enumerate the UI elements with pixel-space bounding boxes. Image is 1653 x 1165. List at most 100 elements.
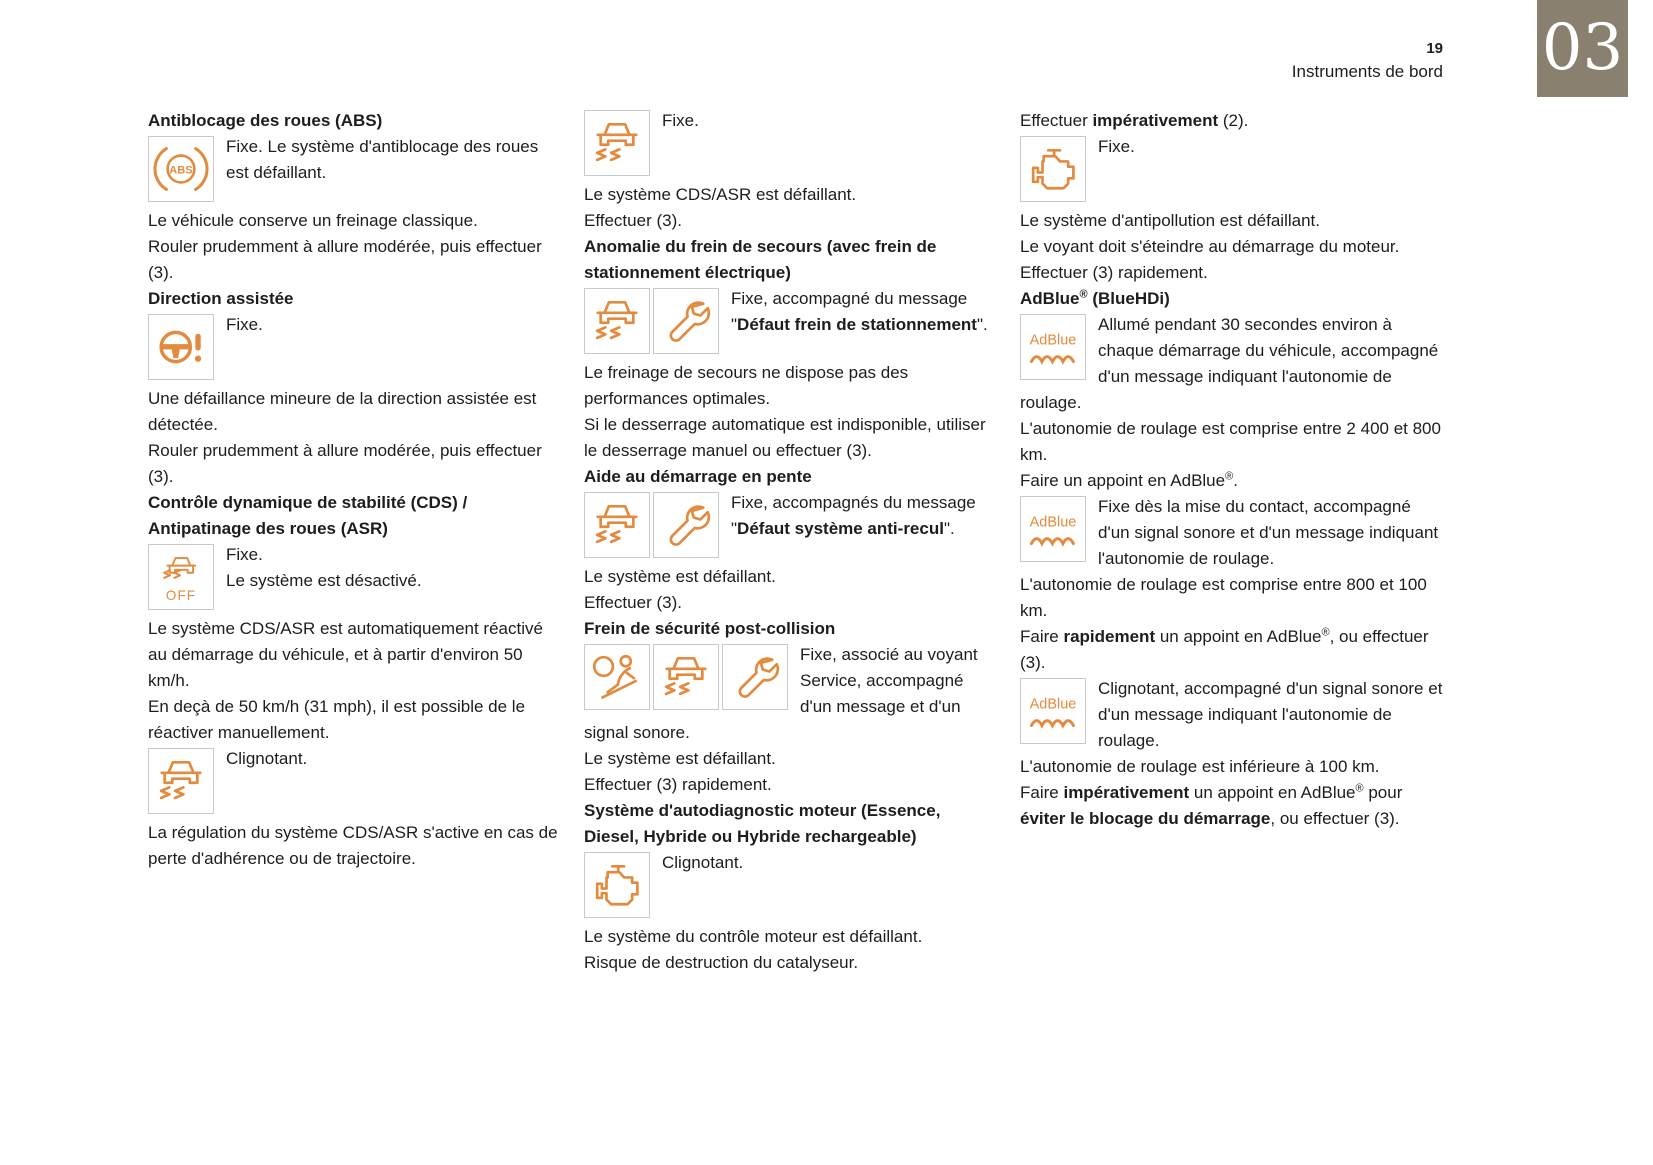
light-behavior-text: Clignotant, accompagné d'un signal sonor…	[1098, 679, 1443, 750]
post-collision-block: Fixe, associé au voyant Service, accompa…	[584, 642, 996, 746]
heading-parking-brake: Anomalie du frein de secours (avec frein…	[584, 237, 937, 282]
text-run: un appoint en AdBlue	[1189, 783, 1356, 802]
light-behavior-text: Fixe. Le système d'antiblocage des roues…	[226, 137, 539, 182]
page-number: 19	[1426, 40, 1443, 57]
cds-blink-block: Clignotant.	[148, 746, 560, 814]
adblue-critical-block: Clignotant, accompagné d'un signal sonor…	[1020, 676, 1444, 754]
text-run: Effectuer	[1020, 111, 1093, 130]
body-text: Le système est défaillant.	[584, 567, 776, 586]
body-text: Effectuer (3).	[584, 211, 682, 230]
adblue-low-block: Fixe dès la mise du contact, accompagné …	[1020, 494, 1444, 572]
stability-control-icon	[148, 748, 214, 814]
heading-hill-assist: Aide au démarrage en pente	[584, 467, 812, 486]
body-text: Le système CDS/ASR est défaillant.	[584, 185, 857, 204]
text-run: Fixe, accompagnés du message "	[731, 493, 976, 538]
body-text: Le système du contrôle moteur est défail…	[584, 927, 923, 946]
body-text: Si le desserrage automatique est indispo…	[584, 415, 986, 460]
light-behavior-text: Le système est désactivé.	[226, 571, 422, 590]
text-run: (2).	[1218, 111, 1249, 130]
check-engine-icon	[1020, 136, 1086, 202]
body-text: Une défaillance mineure de la direction …	[148, 389, 537, 434]
heading-adblue: AdBlue® (BlueHDi)	[1020, 286, 1444, 312]
hill-assist-block: Fixe, accompagnés du message "Défaut sys…	[584, 490, 996, 558]
text-run: Faire	[1020, 783, 1064, 802]
light-behavior-text: Clignotant.	[662, 853, 744, 872]
stability-control-icon	[584, 288, 650, 354]
column-1: Antiblocage des roues (ABS) Fixe. Le sys…	[148, 108, 560, 976]
text-run: un appoint en AdBlue	[1155, 627, 1322, 646]
body-text: Effectuer (3) rapidement.	[584, 775, 772, 794]
text-run: (BlueHDi)	[1087, 289, 1170, 308]
registered-mark: ®	[1225, 470, 1234, 483]
body-text: Rouler prudemment à allure modérée, puis…	[148, 441, 542, 486]
light-behavior-text: Fixe.	[1098, 137, 1135, 156]
light-behavior-text: Clignotant.	[226, 749, 308, 768]
text-run: .	[1233, 471, 1238, 490]
cds-fault-block: Fixe.	[584, 108, 996, 176]
light-behavior-text: Fixe, associé au voyant Service, accompa…	[584, 645, 978, 742]
text-run: Faire un appoint en AdBlue	[1020, 471, 1226, 490]
power-steering-warning-icon	[148, 314, 214, 380]
body-text: Faire rapidement un appoint en AdBlue®, …	[1020, 624, 1444, 676]
stability-control-off-icon	[148, 544, 214, 610]
text-run: AdBlue	[1020, 289, 1080, 308]
content-columns: Antiblocage des roues (ABS) Fixe. Le sys…	[148, 108, 1444, 976]
heading-autodiag: Système d'autodiagnostic moteur (Essence…	[584, 801, 941, 846]
stability-control-icon	[584, 492, 650, 558]
body-text: Le système est défaillant.	[584, 749, 776, 768]
body-text: Le véhicule conserve un freinage classiq…	[148, 211, 478, 230]
body-text: Faire impérativement un appoint en AdBlu…	[1020, 780, 1444, 832]
light-behavior-text: Fixe.	[226, 315, 263, 334]
column-3: Effectuer impérativement (2). Fixe. Le s…	[1020, 108, 1444, 976]
light-behavior-text: Fixe.	[662, 111, 699, 130]
adblue-startup-block: Allumé pendant 30 secondes environ à cha…	[1020, 312, 1444, 416]
post-collision-occupant-icon	[584, 644, 650, 710]
text-run: ".	[943, 519, 955, 538]
abs-block: Fixe. Le système d'antiblocage des roues…	[148, 134, 560, 202]
text-run: Faire	[1020, 627, 1064, 646]
body-text: Effectuer (3).	[584, 593, 682, 612]
body-text: L'autonomie de roulage est inférieure à …	[1020, 757, 1380, 776]
heading-post-collision: Frein de sécurité post-collision	[584, 619, 836, 638]
text-run: Fixe, accompagné du message "	[731, 289, 968, 334]
parking-brake-block: Fixe, accompagné du message "Défaut frei…	[584, 286, 996, 354]
body-text: La régulation du système CDS/ASR s'activ…	[148, 823, 558, 868]
adblue-level-icon	[1020, 496, 1086, 562]
light-behavior-text: Fixe dès la mise du contact, accompagné …	[1098, 497, 1439, 568]
bold-run: impérativement	[1063, 783, 1190, 802]
registered-mark: ®	[1079, 288, 1088, 301]
text-run: , ou effectuer (3).	[1270, 809, 1400, 828]
check-engine-icon	[584, 852, 650, 918]
body-text: Le système CDS/ASR est automatiquement r…	[148, 619, 543, 690]
bold-run: Défaut système anti-recul	[737, 519, 944, 538]
body-text: Le voyant doit s'éteindre au démarrage d…	[1020, 237, 1400, 256]
bold-run: impérativement	[1092, 111, 1219, 130]
stability-control-icon	[584, 110, 650, 176]
steering-block: Fixe.	[148, 312, 560, 380]
section-title: Instruments de bord	[1291, 62, 1443, 81]
adblue-level-icon	[1020, 314, 1086, 380]
abs-warning-icon	[148, 136, 214, 202]
body-text: Le freinage de secours ne dispose pas de…	[584, 363, 909, 408]
body-text: Effectuer impérativement (2).	[1020, 108, 1444, 134]
light-behavior-text: Allumé pendant 30 secondes environ à cha…	[1020, 315, 1439, 412]
text-run: ".	[976, 315, 988, 334]
chapter-tab: 03	[1537, 0, 1628, 97]
adblue-level-icon	[1020, 678, 1086, 744]
antipollution-block: Fixe.	[1020, 134, 1444, 202]
service-wrench-icon	[722, 644, 788, 710]
heading-abs: Antiblocage des roues (ABS)	[148, 111, 383, 130]
text-run: , ou effectuer (3).	[1020, 627, 1429, 672]
body-text: Effectuer (3) rapidement.	[1020, 263, 1208, 282]
heading-steering: Direction assistée	[148, 289, 294, 308]
body-text: L'autonomie de roulage est comprise entr…	[1020, 419, 1441, 464]
registered-mark: ®	[1321, 626, 1330, 639]
heading-cds-asr: Contrôle dynamique de stabilité (CDS) / …	[148, 493, 468, 538]
light-behavior-text: Fixe.	[226, 545, 263, 564]
service-wrench-icon	[653, 288, 719, 354]
column-2: Fixe. Le système CDS/ASR est défaillant.…	[584, 108, 996, 976]
body-text: En deçà de 50 km/h (31 mph), il est poss…	[148, 697, 526, 742]
body-text: Risque de destruction du catalyseur.	[584, 953, 859, 972]
cds-off-block: Fixe. Le système est désactivé.	[148, 542, 560, 610]
bold-run: rapidement	[1063, 627, 1156, 646]
